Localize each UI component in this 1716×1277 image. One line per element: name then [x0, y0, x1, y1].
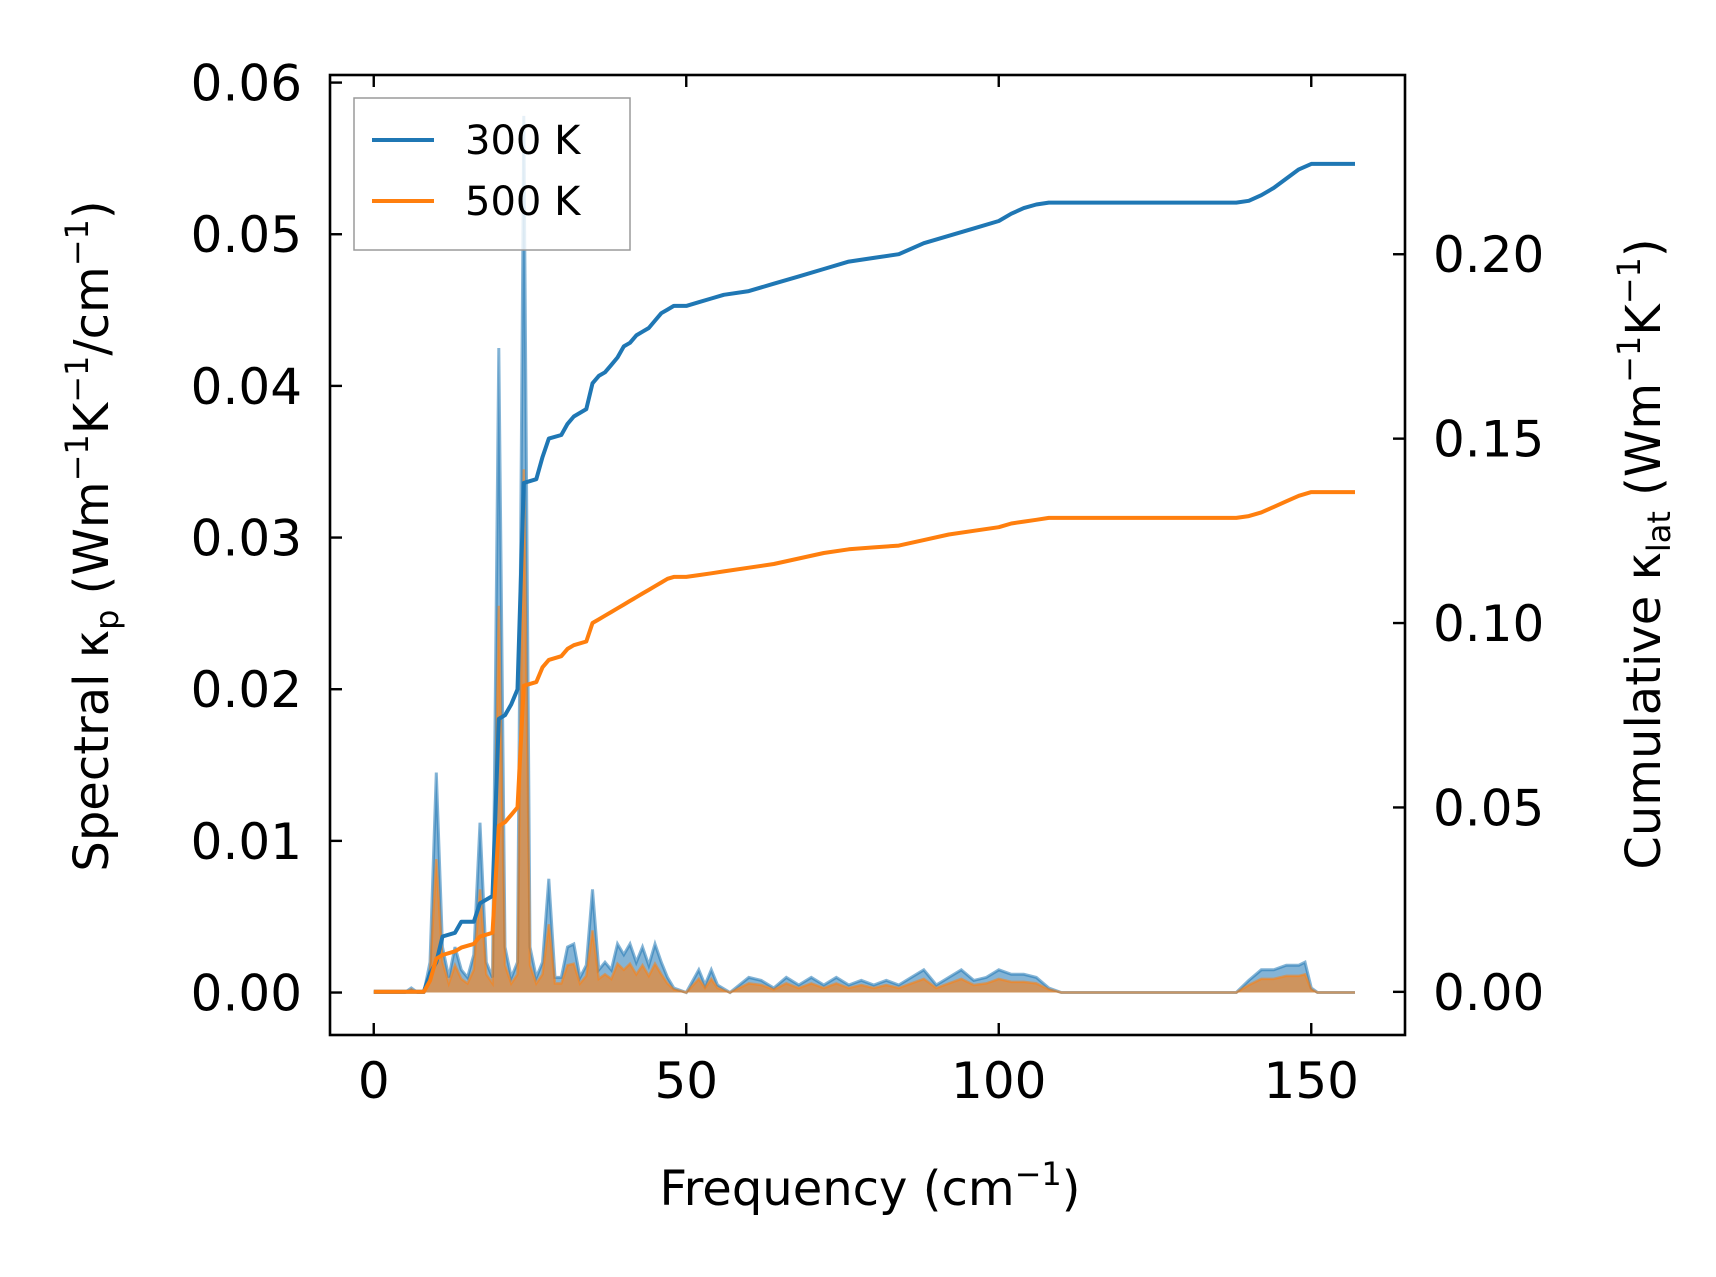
y-left-tick-label: 0.01 — [191, 813, 302, 871]
y-left-tick-label: 0.05 — [191, 206, 302, 264]
y-right-tick-label: 0.10 — [1433, 595, 1544, 653]
cumulative-line-layer — [373, 161, 1355, 994]
spectral-line-300k — [373, 115, 1355, 995]
x-tick-label: 150 — [1264, 1052, 1359, 1110]
y-right-tick-label: 0.15 — [1433, 411, 1544, 469]
cumulative-line-300k — [373, 161, 1355, 994]
x-axis-label: Frequency (cm−1) — [659, 1155, 1080, 1217]
tick-layer: 0 50 100 150 0.00 0.01 0.02 0.03 0.04 0.05 0.06 0.0… — [191, 55, 1545, 1110]
legend: 300 K 500 K — [353, 97, 631, 251]
y-left-tick-label: 0.04 — [191, 358, 302, 416]
legend-label-300k: 300 K — [465, 118, 582, 164]
spectral-line-500k — [373, 469, 1355, 994]
spectral-line-layer — [373, 115, 1355, 995]
x-tick-label: 0 — [358, 1052, 390, 1110]
y-left-tick-label: 0.06 — [191, 55, 302, 113]
y-left-tick-label: 0.02 — [191, 661, 302, 719]
y-axis-label-right: Cumulative κlat (Wm−1K−1) — [1610, 238, 1678, 869]
legend-box — [353, 97, 631, 251]
y-right-tick-label: 0.05 — [1433, 779, 1544, 837]
x-tick-label: 50 — [654, 1052, 718, 1110]
y-left-tick-label: 0.03 — [191, 510, 302, 568]
y-left-tick-label: 0.00 — [191, 965, 302, 1023]
y-right-tick-label: 0.00 — [1433, 964, 1544, 1022]
x-tick-label: 100 — [951, 1052, 1046, 1110]
legend-label-500k: 500 K — [465, 179, 582, 225]
y-axis-label-left: Spectral κp (Wm−1K−1/cm−1) — [58, 200, 126, 871]
cumulative-line-500k — [373, 490, 1355, 994]
y-right-tick-label: 0.20 — [1433, 226, 1544, 284]
plot-frame — [328, 73, 1407, 1037]
